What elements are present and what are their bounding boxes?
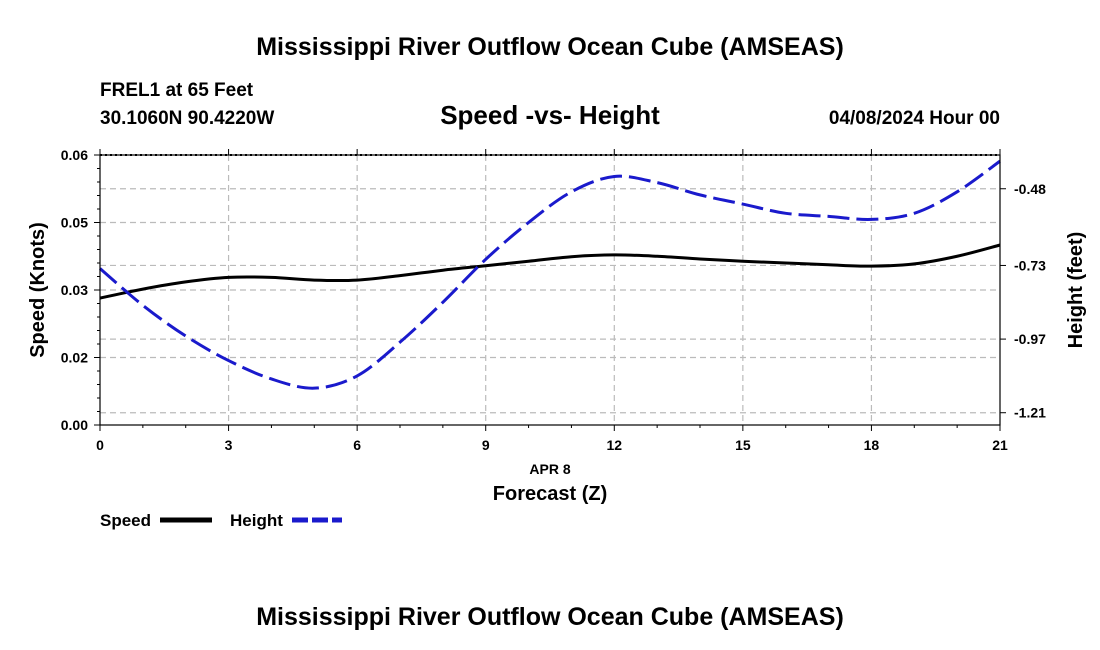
- x-axis-label: Forecast (Z): [493, 483, 607, 505]
- y-right-tick-label: -1.21: [1014, 405, 1046, 421]
- x-tick-label: 9: [482, 437, 490, 453]
- axes: 0 3 6 9 12 15 18 21 0.00 0.02 0.03 0.05 0.06 -0.48 -0.…: [61, 147, 1046, 453]
- y-right-tick-label: -0.97: [1014, 331, 1046, 347]
- station-coords: 30.1060N 90.4220W: [100, 108, 274, 129]
- legend-speed-label: Speed: [100, 511, 151, 530]
- y-right-axis-label: Height (feet): [1065, 232, 1087, 349]
- page-title: Mississippi River Outflow Ocean Cube (AM…: [256, 33, 844, 61]
- series-line-height: [99, 159, 1001, 390]
- x-tick-label: 3: [225, 437, 233, 453]
- x-tick-label: 12: [606, 437, 622, 453]
- y-left-tick-label: 0.05: [61, 215, 88, 231]
- chart-title: Speed -vs- Height: [440, 100, 660, 130]
- plot-area: [99, 159, 1001, 390]
- x-tick-label: 6: [353, 437, 361, 453]
- y-left-tick-label: 0.06: [61, 147, 88, 163]
- forecast-datetime: 04/08/2024 Hour 00: [829, 108, 1000, 129]
- x-tick-label: 15: [735, 437, 751, 453]
- y-left-axis-label: Speed (Knots): [27, 222, 49, 358]
- legend: Speed Height: [100, 511, 342, 530]
- y-right-tick-label: -0.48: [1014, 181, 1046, 197]
- series-line-speed: [99, 243, 1001, 300]
- x-tick-label: 18: [864, 437, 880, 453]
- grid: [100, 155, 1000, 425]
- x-date-label: APR 8: [529, 461, 570, 477]
- y-left-tick-label: 0.00: [61, 417, 88, 433]
- y-right-tick-label: -0.73: [1014, 257, 1046, 273]
- page-title-repeat: Mississippi River Outflow Ocean Cube (AM…: [256, 603, 844, 631]
- x-tick-label: 0: [96, 437, 104, 453]
- x-tick-label: 21: [992, 437, 1008, 453]
- station-label: FREL1 at 65 Feet: [100, 80, 254, 101]
- legend-height-label: Height: [230, 511, 283, 530]
- y-left-tick-label: 0.03: [61, 282, 88, 298]
- y-left-tick-label: 0.02: [61, 350, 88, 366]
